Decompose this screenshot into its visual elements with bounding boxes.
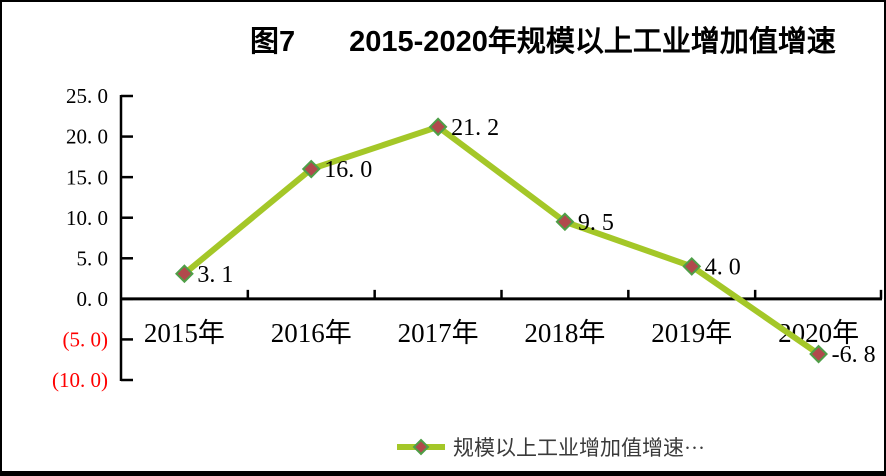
data-point-label: -6. 8 (832, 342, 876, 368)
data-point-label: 3. 1 (197, 262, 233, 288)
data-series-line (181, 123, 822, 358)
y-axis-tick-label: 5. 0 (77, 246, 109, 270)
legend-line-marker-icon (397, 438, 445, 456)
x-axis-category-label: 2016年 (271, 318, 352, 348)
data-point-label: 16. 0 (324, 157, 372, 183)
data-point-marker (682, 256, 702, 276)
data-point-marker (175, 264, 194, 284)
data-point-marker (555, 212, 575, 232)
x-axis-category-label: 2015年 (144, 318, 225, 348)
data-point-marker (428, 117, 448, 137)
x-axis-category-label: 2019年 (651, 318, 732, 348)
data-point-label: 4. 0 (705, 255, 741, 281)
x-axis-category-label: 2017年 (398, 318, 479, 348)
data-point-marker (301, 159, 321, 179)
x-axis-category-label: 2018年 (524, 318, 605, 348)
chart-title-text: 2015-2020年规模以上工业增加值增速 (349, 26, 836, 58)
data-point-label: 21. 2 (451, 115, 499, 141)
legend-label: 规模以上工业增加值增速··· (453, 436, 705, 460)
y-axis-tick-label: (10. 0) (52, 368, 108, 392)
y-axis-tick-label: (5. 0) (63, 328, 109, 352)
legend: 规模以上工业增加值增速··· (396, 432, 705, 462)
y-axis-tick-label: 25. 0 (66, 84, 108, 108)
chart-title-prefix: 图7 (250, 26, 296, 58)
data-point-marker (809, 344, 828, 364)
y-axis-tick-label: 10. 0 (66, 206, 108, 230)
chart-title: 图7 2015-2020年规模以上工业增加值增速 (250, 18, 836, 60)
data-point-label: 9. 5 (578, 210, 614, 236)
y-axis-tick-label: 0. 0 (77, 287, 109, 311)
y-axis-tick-label: 20. 0 (66, 125, 108, 149)
y-axis-tick-label: 15. 0 (66, 165, 108, 189)
